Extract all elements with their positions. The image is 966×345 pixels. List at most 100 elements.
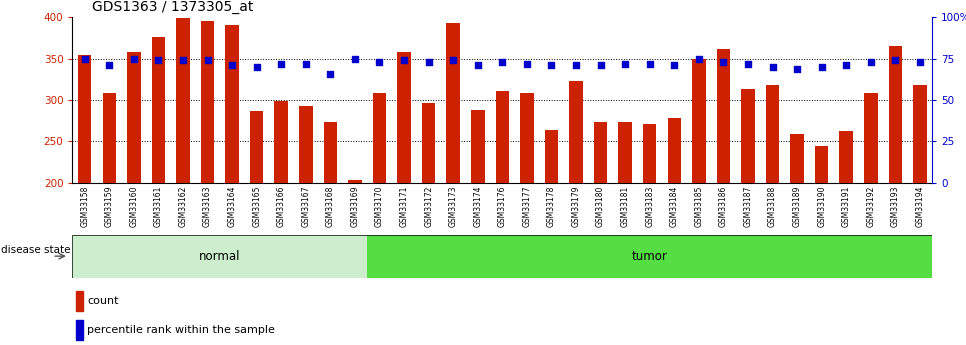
Text: GSM33184: GSM33184 [669,186,679,227]
Point [77,56,93,61]
Point [740,61,755,66]
Text: GSM33168: GSM33168 [326,186,335,227]
Bar [668,118,681,183]
Bar [324,121,337,183]
Bar [250,111,264,183]
Bar [913,85,926,183]
Bar [569,81,582,183]
Text: GSM33180: GSM33180 [596,186,605,227]
Text: GSM33177: GSM33177 [523,186,531,227]
Point [101,62,117,68]
Bar [471,110,485,183]
Point [495,59,510,65]
Point [814,64,830,70]
Text: GSM33185: GSM33185 [695,186,703,227]
Text: GSM33189: GSM33189 [792,186,802,227]
Text: GSM33190: GSM33190 [817,186,826,227]
Text: GSM33193: GSM33193 [891,186,900,227]
Bar [815,146,829,183]
Point [519,61,534,66]
Text: GSM33179: GSM33179 [572,186,581,227]
Text: count: count [87,296,119,306]
Point [568,62,583,68]
Bar [102,93,116,183]
Bar [545,130,558,183]
Point [175,58,190,63]
Point [347,56,362,61]
Text: GSM33186: GSM33186 [719,186,728,227]
Point [273,61,289,66]
Point [421,59,437,65]
Bar [72,235,367,278]
Text: GSM33191: GSM33191 [841,186,851,227]
Text: GSM33181: GSM33181 [620,186,630,227]
Point [593,62,609,68]
Bar [790,134,804,183]
Text: GSM33173: GSM33173 [448,186,458,227]
Point [789,66,805,71]
Point [445,58,461,63]
Text: tumor: tumor [632,250,668,263]
Point [200,58,215,63]
Point [838,62,854,68]
Bar [76,320,83,340]
Bar [225,25,239,183]
Point [249,64,265,70]
Text: GSM33159: GSM33159 [104,186,114,227]
Bar [766,85,780,183]
Text: GSM33192: GSM33192 [867,186,875,227]
Bar [717,49,730,183]
Text: GSM33170: GSM33170 [375,186,384,227]
Bar [741,89,754,183]
Bar [643,124,657,183]
Text: GSM33171: GSM33171 [400,186,409,227]
Text: GSM33166: GSM33166 [276,186,286,227]
Bar [78,55,92,183]
Bar [201,21,214,183]
Text: GSM33169: GSM33169 [351,186,359,227]
Bar [152,37,165,183]
Bar [348,179,361,183]
Text: GSM33164: GSM33164 [228,186,237,227]
Text: percentile rank within the sample: percentile rank within the sample [87,325,275,335]
Text: GSM33163: GSM33163 [203,186,213,227]
Bar [889,46,902,183]
Text: GSM33174: GSM33174 [473,186,482,227]
Bar [446,23,460,183]
Point [224,62,240,68]
Point [127,56,142,61]
Point [151,58,166,63]
Text: GSM33158: GSM33158 [80,186,89,227]
Point [642,61,658,66]
Text: GSM33178: GSM33178 [547,186,556,227]
Text: GSM33187: GSM33187 [744,186,753,227]
Text: GSM33194: GSM33194 [916,186,924,227]
Bar [176,18,189,183]
Bar [397,52,411,183]
Text: GSM33188: GSM33188 [768,186,777,227]
Bar [367,235,932,278]
Point [863,59,878,65]
Text: GDS1363 / 1373305_at: GDS1363 / 1373305_at [92,0,253,14]
Text: GSM33172: GSM33172 [424,186,433,227]
Text: GSM33167: GSM33167 [301,186,310,227]
Point [691,56,706,61]
Point [765,64,781,70]
Bar [594,121,608,183]
Text: disease state: disease state [2,245,71,255]
Text: GSM33165: GSM33165 [252,186,261,227]
Bar [274,101,288,183]
Point [912,59,927,65]
Point [617,61,633,66]
Point [372,59,387,65]
Bar [422,104,436,183]
Bar [128,52,141,183]
Point [716,59,731,65]
Point [888,58,903,63]
Text: normal: normal [199,250,241,263]
Text: GSM33183: GSM33183 [645,186,654,227]
Point [667,62,682,68]
Text: GSM33160: GSM33160 [129,186,138,227]
Bar [299,106,313,183]
Bar [618,121,632,183]
